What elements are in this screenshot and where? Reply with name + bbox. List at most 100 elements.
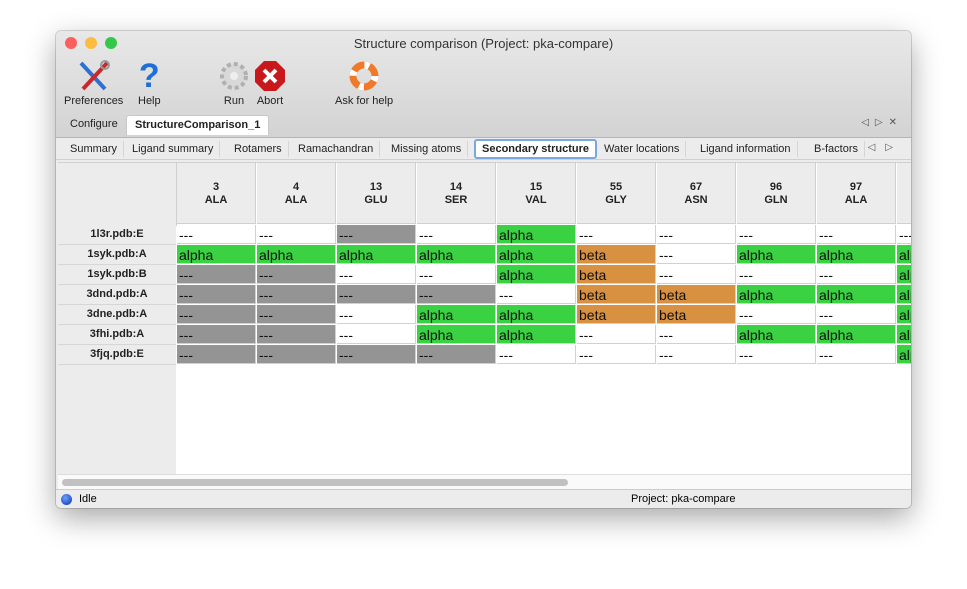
table-cell[interactable]: --- bbox=[657, 225, 736, 244]
minimize-window-button[interactable] bbox=[85, 37, 97, 49]
table-cell[interactable]: --- bbox=[417, 345, 496, 364]
table-cell[interactable]: --- bbox=[737, 345, 816, 364]
table-cell[interactable]: beta bbox=[577, 245, 656, 264]
table-cell[interactable]: alpha bbox=[737, 285, 816, 304]
table-cell[interactable]: alpha bbox=[897, 345, 911, 364]
table-cell[interactable]: alpha bbox=[497, 325, 576, 344]
subtab-secondary-structure[interactable]: Secondary structure bbox=[474, 139, 597, 159]
column-header[interactable]: 3 ALA bbox=[177, 163, 256, 224]
table-cell[interactable]: --- bbox=[337, 325, 416, 344]
subtab-scroll-left-icon[interactable]: ◁ bbox=[867, 142, 886, 153]
table-cell[interactable]: alpha bbox=[497, 265, 576, 284]
table-cell[interactable]: alpha bbox=[897, 265, 911, 284]
table-cell[interactable]: alpha bbox=[897, 305, 911, 324]
table-cell[interactable]: --- bbox=[657, 245, 736, 264]
table-cell[interactable]: --- bbox=[177, 285, 256, 304]
table-cell[interactable]: --- bbox=[177, 325, 256, 344]
table-cell[interactable]: --- bbox=[577, 345, 656, 364]
table-cell[interactable]: alpha bbox=[257, 245, 336, 264]
horizontal-scrollbar[interactable] bbox=[58, 474, 911, 489]
table-cell[interactable]: --- bbox=[337, 345, 416, 364]
row-header[interactable]: 1syk.pdb:A bbox=[58, 245, 176, 265]
table-cell[interactable]: --- bbox=[417, 265, 496, 284]
table-cell[interactable]: --- bbox=[497, 345, 576, 364]
table-cell[interactable]: alpha bbox=[497, 245, 576, 264]
subtab-water-locations[interactable]: Water locations bbox=[598, 141, 687, 157]
table-cell[interactable]: --- bbox=[577, 325, 656, 344]
table-cell[interactable]: --- bbox=[737, 265, 816, 284]
table-cell[interactable]: alpha bbox=[177, 245, 256, 264]
table-cell[interactable]: --- bbox=[177, 225, 256, 244]
table-cell[interactable]: --- bbox=[737, 225, 816, 244]
row-header[interactable]: 1syk.pdb:B bbox=[58, 265, 176, 285]
row-header[interactable]: 3fhi.pdb:A bbox=[58, 325, 176, 345]
table-cell[interactable]: --- bbox=[817, 265, 896, 284]
table-cell[interactable]: alpha bbox=[497, 305, 576, 324]
table-cell[interactable]: --- bbox=[817, 305, 896, 324]
table-cell[interactable]: alpha bbox=[417, 305, 496, 324]
table-cell[interactable]: --- bbox=[577, 225, 656, 244]
table-cell[interactable]: --- bbox=[497, 285, 576, 304]
table-cell[interactable]: beta bbox=[657, 285, 736, 304]
scroll-left-icon[interactable]: ◁ bbox=[861, 117, 875, 128]
table-cell[interactable]: beta bbox=[657, 305, 736, 324]
column-header[interactable]: 55 GLY bbox=[577, 163, 656, 224]
table-cell[interactable]: beta bbox=[577, 305, 656, 324]
row-header[interactable]: 1l3r.pdb:E bbox=[58, 225, 176, 245]
table-cell[interactable]: --- bbox=[337, 225, 416, 244]
scrollbar-thumb[interactable] bbox=[62, 479, 568, 486]
table-cell[interactable]: --- bbox=[337, 305, 416, 324]
column-header[interactable]: 67 ASN bbox=[657, 163, 736, 224]
preferences-button[interactable]: Preferences bbox=[64, 57, 123, 107]
table-cell[interactable]: --- bbox=[817, 345, 896, 364]
table-cell[interactable]: beta bbox=[577, 285, 656, 304]
table-cell[interactable]: alpha bbox=[897, 325, 911, 344]
row-header[interactable]: 3dne.pdb:A bbox=[58, 305, 176, 325]
table-cell[interactable]: --- bbox=[737, 305, 816, 324]
subtab-rotamers[interactable]: Rotamers bbox=[228, 141, 289, 157]
column-header[interactable]: 15 VAL bbox=[497, 163, 576, 224]
table-cell[interactable]: --- bbox=[337, 285, 416, 304]
table-cell[interactable]: alpha bbox=[417, 325, 496, 344]
table-cell[interactable]: --- bbox=[257, 225, 336, 244]
column-header[interactable]: 4 ALA bbox=[257, 163, 336, 224]
subtab-scroll-right-icon[interactable]: ▷ bbox=[885, 142, 903, 153]
table-cell[interactable]: alpha bbox=[737, 325, 816, 344]
help-button[interactable]: ? Help bbox=[138, 56, 161, 108]
subtab-summary[interactable]: Summary bbox=[64, 141, 125, 157]
table-cell[interactable]: beta bbox=[577, 265, 656, 284]
column-header[interactable] bbox=[897, 163, 911, 224]
table-cell[interactable]: --- bbox=[657, 265, 736, 284]
subtab-missing-atoms[interactable]: Missing atoms bbox=[385, 141, 469, 157]
tab-structurecomparison-1[interactable]: StructureComparison_1 bbox=[126, 115, 270, 135]
column-header[interactable]: 14 SER bbox=[417, 163, 496, 224]
table-cell[interactable]: --- bbox=[177, 345, 256, 364]
subtab-ramachandran[interactable]: Ramachandran bbox=[292, 141, 381, 157]
table-cell[interactable]: --- bbox=[257, 345, 336, 364]
table-cell[interactable]: alpha bbox=[417, 245, 496, 264]
column-header[interactable]: 96 GLN bbox=[737, 163, 816, 224]
run-button[interactable]: Run bbox=[218, 57, 250, 107]
subtab-ligand-summary[interactable]: Ligand summary bbox=[126, 141, 221, 157]
table-cell[interactable]: alpha bbox=[497, 225, 576, 244]
table-cell[interactable]: --- bbox=[177, 265, 256, 284]
table-cell[interactable]: --- bbox=[817, 225, 896, 244]
subtab-ligand-information[interactable]: Ligand information bbox=[694, 141, 798, 157]
subtab-b-factors[interactable]: B-factors bbox=[808, 141, 866, 157]
table-cell[interactable]: alpha bbox=[897, 285, 911, 304]
table-cell[interactable]: alpha bbox=[817, 245, 896, 264]
table-cell[interactable]: alpha bbox=[817, 325, 896, 344]
scroll-right-icon[interactable]: ▷ bbox=[874, 117, 889, 128]
zoom-window-button[interactable] bbox=[105, 37, 117, 49]
abort-button[interactable]: Abort bbox=[254, 57, 286, 107]
tab-configure[interactable]: Configure bbox=[70, 118, 118, 130]
table-cell[interactable]: --- bbox=[257, 305, 336, 324]
table-cell[interactable]: --- bbox=[417, 225, 496, 244]
table-cell[interactable]: alpha bbox=[817, 285, 896, 304]
table-cell[interactable]: --- bbox=[897, 225, 911, 244]
table-cell[interactable]: alpha bbox=[337, 245, 416, 264]
column-header[interactable]: 97 ALA bbox=[817, 163, 896, 224]
table-cell[interactable]: --- bbox=[257, 325, 336, 344]
row-header[interactable]: 3fjq.pdb:E bbox=[58, 345, 176, 365]
table-cell[interactable]: --- bbox=[417, 285, 496, 304]
